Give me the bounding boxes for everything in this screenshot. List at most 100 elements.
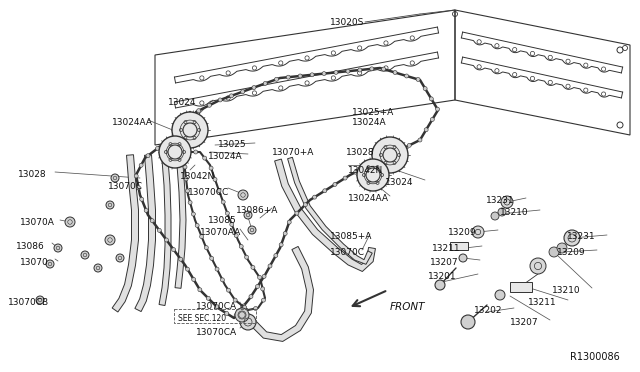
Circle shape (183, 153, 187, 157)
Circle shape (343, 176, 347, 180)
Text: 13085: 13085 (208, 216, 237, 225)
Text: 13210: 13210 (552, 286, 580, 295)
Circle shape (241, 90, 244, 94)
Circle shape (495, 290, 505, 300)
Text: 13070C: 13070C (108, 182, 143, 191)
Circle shape (295, 211, 299, 215)
Circle shape (323, 189, 327, 193)
Circle shape (136, 186, 141, 190)
Text: FRONT: FRONT (390, 302, 426, 312)
Circle shape (188, 201, 192, 205)
Text: 13207: 13207 (510, 318, 539, 327)
Circle shape (303, 203, 307, 207)
Circle shape (346, 69, 350, 73)
Circle shape (260, 287, 265, 291)
Text: 13042N: 13042N (180, 172, 215, 181)
Circle shape (176, 135, 180, 139)
Circle shape (461, 315, 475, 329)
Text: 13024A: 13024A (208, 152, 243, 161)
Text: 13025+A: 13025+A (352, 108, 394, 117)
Circle shape (54, 244, 62, 252)
Circle shape (312, 195, 317, 199)
Text: 13211: 13211 (432, 244, 461, 253)
Circle shape (249, 295, 253, 298)
Circle shape (275, 77, 278, 81)
Circle shape (196, 109, 201, 113)
Circle shape (227, 288, 230, 292)
Text: 13025: 13025 (218, 140, 246, 149)
Circle shape (207, 103, 211, 107)
Polygon shape (159, 160, 171, 305)
Circle shape (491, 212, 499, 220)
Text: 13070: 13070 (20, 258, 49, 267)
Text: SEE SEC.120: SEE SEC.120 (178, 314, 226, 323)
Circle shape (221, 200, 225, 204)
Circle shape (194, 150, 198, 154)
Circle shape (116, 254, 124, 262)
Circle shape (248, 226, 256, 234)
Circle shape (244, 255, 248, 259)
Circle shape (375, 160, 379, 163)
Circle shape (230, 222, 234, 227)
Circle shape (206, 296, 211, 300)
Circle shape (430, 118, 435, 121)
Text: 13209: 13209 (448, 228, 477, 237)
Circle shape (186, 267, 189, 271)
Circle shape (435, 280, 445, 290)
Text: 13231: 13231 (567, 232, 596, 241)
Circle shape (435, 107, 440, 111)
Text: 13070CA: 13070CA (196, 328, 237, 337)
Circle shape (424, 128, 428, 132)
Circle shape (244, 211, 252, 219)
Circle shape (243, 305, 246, 310)
Circle shape (81, 251, 89, 259)
Circle shape (404, 74, 408, 78)
Circle shape (262, 275, 266, 278)
Circle shape (150, 219, 154, 223)
Circle shape (334, 70, 338, 74)
Text: 13211: 13211 (528, 298, 557, 307)
Circle shape (159, 136, 191, 168)
Text: 13231: 13231 (486, 196, 515, 205)
Text: 13070+A: 13070+A (272, 148, 314, 157)
Text: 13070CC: 13070CC (188, 188, 229, 197)
Circle shape (139, 163, 143, 167)
Circle shape (549, 247, 559, 257)
Polygon shape (275, 159, 376, 272)
Circle shape (209, 166, 213, 170)
Circle shape (191, 212, 195, 216)
Circle shape (416, 77, 420, 81)
Circle shape (184, 177, 188, 181)
Bar (510, 282, 532, 292)
Text: 13028: 13028 (18, 170, 47, 179)
Circle shape (255, 285, 259, 288)
Circle shape (213, 177, 217, 182)
Circle shape (372, 137, 408, 173)
Text: 13020S: 13020S (330, 18, 364, 27)
Circle shape (105, 235, 115, 245)
Circle shape (106, 201, 114, 209)
Circle shape (253, 307, 258, 311)
Circle shape (353, 170, 358, 174)
Circle shape (166, 141, 170, 145)
Circle shape (210, 256, 214, 260)
Circle shape (140, 197, 144, 201)
Circle shape (111, 174, 119, 182)
Circle shape (198, 288, 202, 292)
Bar (450, 242, 468, 250)
Circle shape (498, 208, 506, 216)
Circle shape (200, 235, 204, 238)
Circle shape (263, 81, 268, 86)
Circle shape (233, 298, 237, 302)
Circle shape (191, 278, 196, 282)
Circle shape (397, 149, 401, 153)
Circle shape (459, 254, 467, 262)
Polygon shape (250, 246, 314, 341)
Text: 13070CB: 13070CB (8, 298, 49, 307)
Circle shape (423, 87, 427, 90)
Circle shape (286, 75, 290, 79)
Circle shape (240, 314, 256, 330)
Circle shape (218, 98, 222, 102)
Circle shape (279, 243, 283, 247)
Circle shape (429, 97, 433, 101)
